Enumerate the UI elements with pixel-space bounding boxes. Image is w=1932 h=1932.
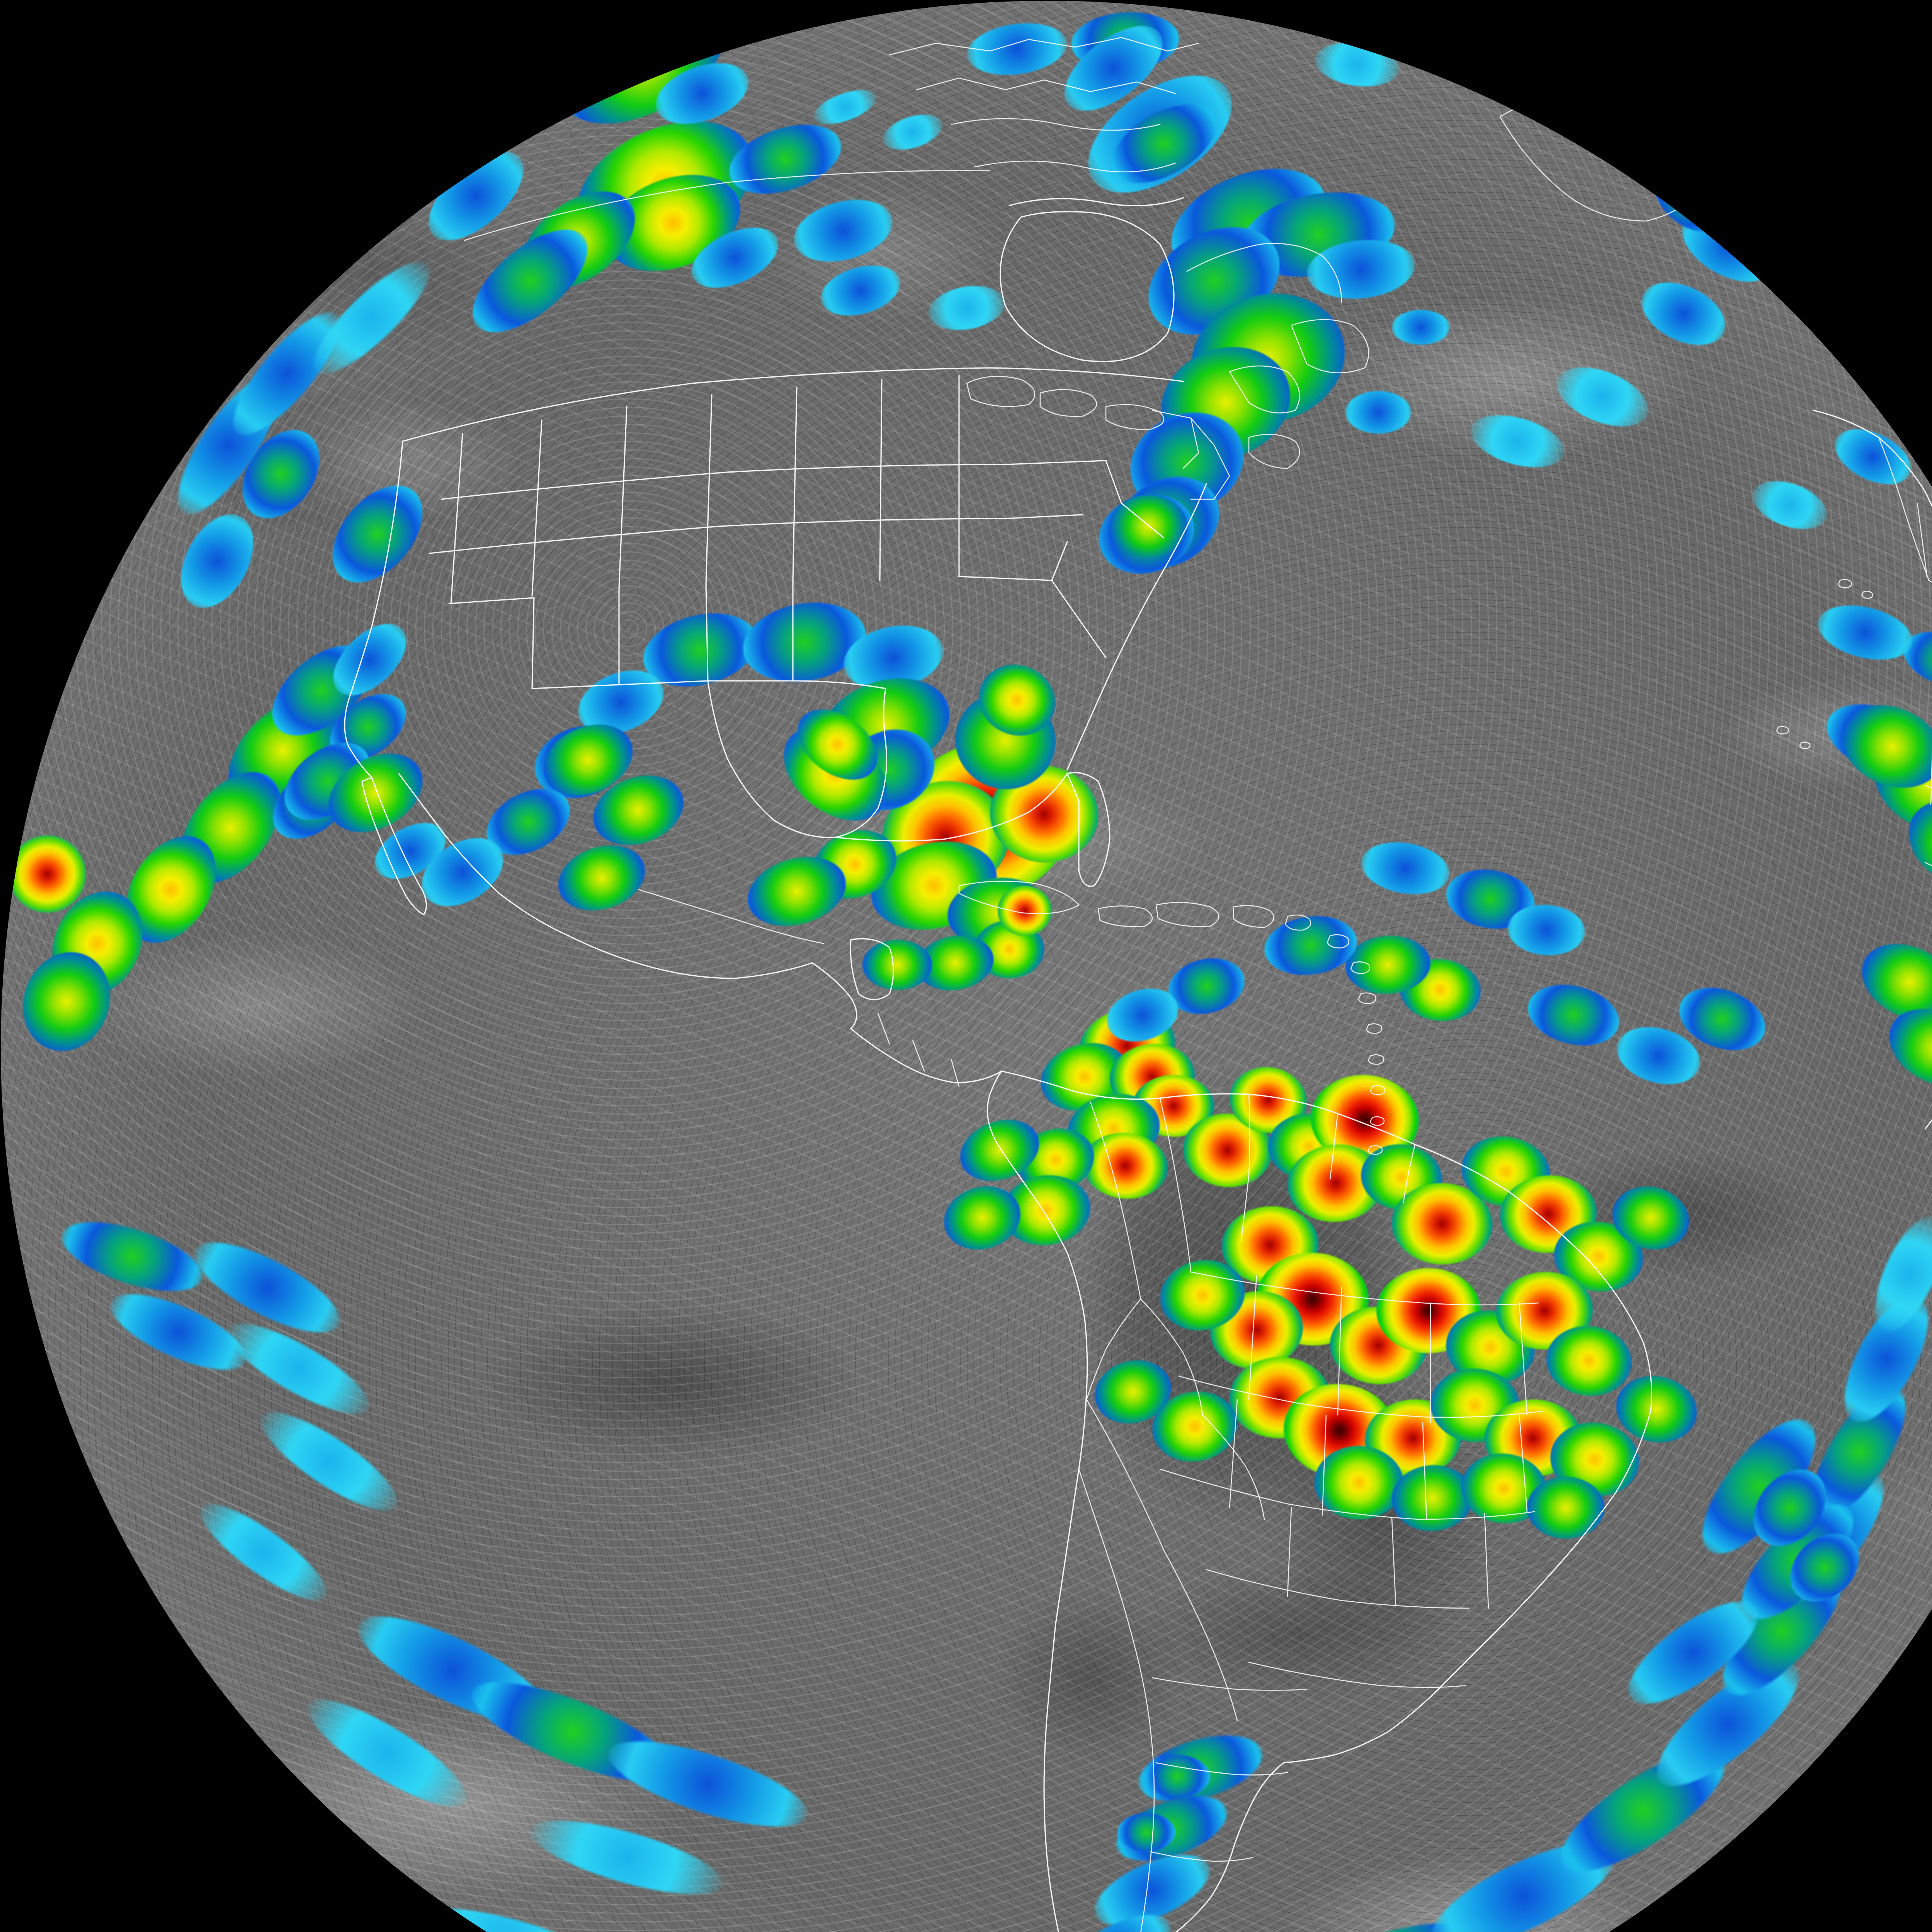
satellite-image-canvas: warm surface / clear low cloud mid cloud…: [0, 0, 1932, 1932]
earth-full-disk: [1, 1, 1932, 1932]
geopolitical-boundaries: [344, 37, 1932, 1932]
limb-vignette: [1, 1, 1932, 1932]
